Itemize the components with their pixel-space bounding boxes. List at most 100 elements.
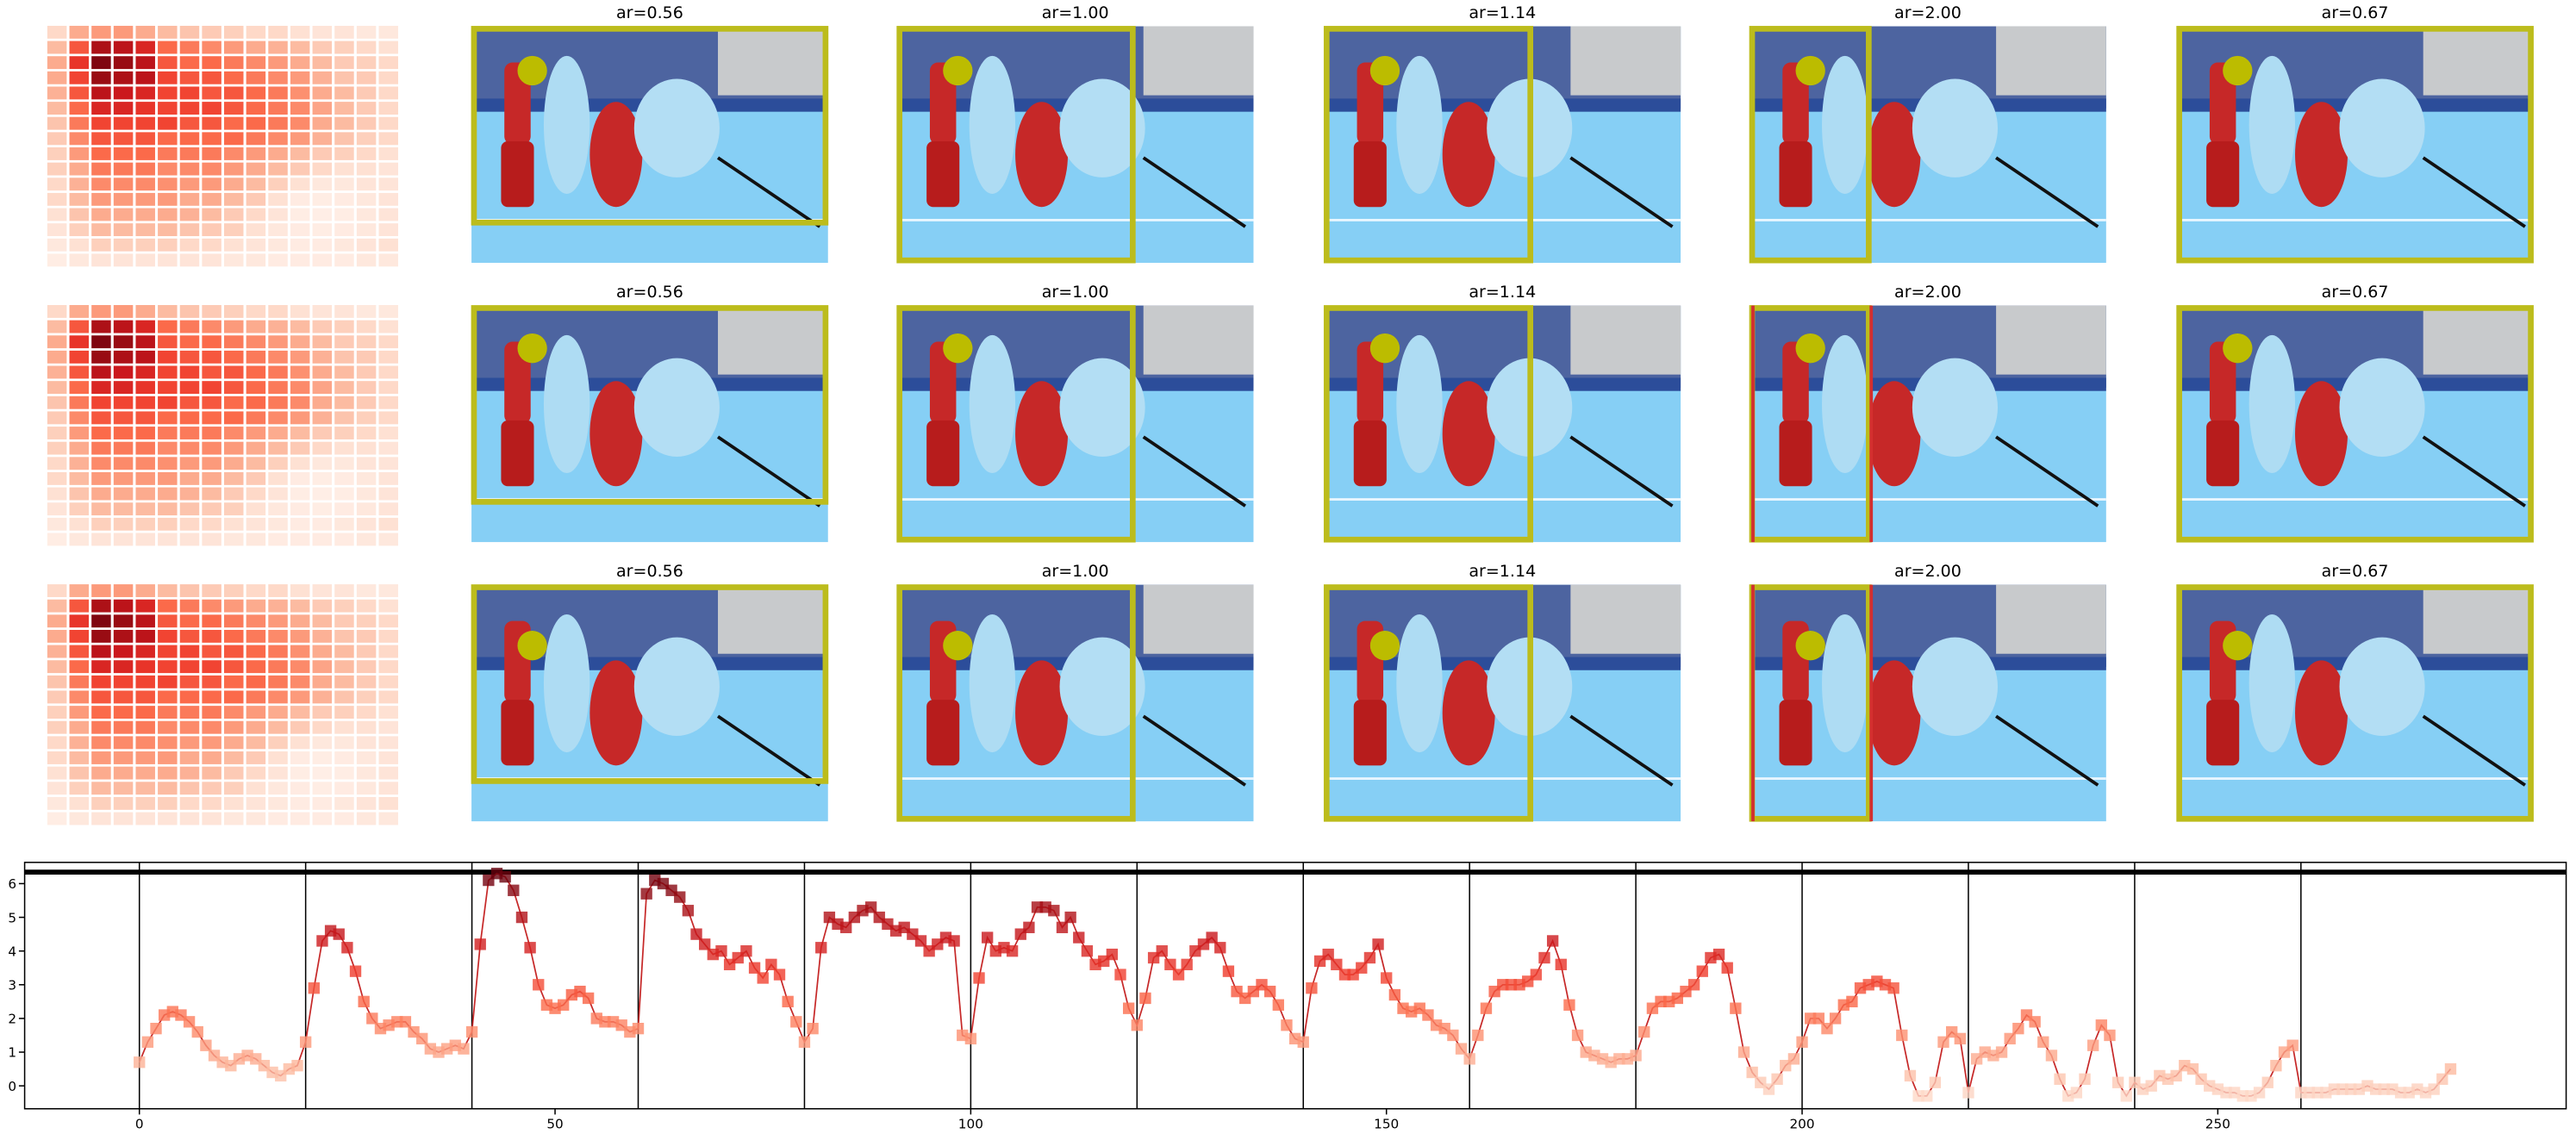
data-point [914, 935, 927, 947]
heatmap-cell [69, 411, 90, 425]
heatmap-cell [290, 350, 310, 364]
heatmap-cell [202, 441, 221, 455]
heatmap-cell [158, 208, 178, 221]
heatmap-cell [135, 645, 155, 658]
heatmap-cell [246, 675, 266, 688]
photo-player [2209, 62, 2236, 145]
heatmap-cell [246, 812, 266, 825]
heatmap-cell [312, 614, 333, 628]
data-point [1272, 999, 1284, 1011]
heatmap-cell [202, 766, 221, 780]
heatmap-cell [91, 253, 111, 267]
heatmap-cell [312, 396, 333, 409]
heatmap-cell [91, 320, 111, 333]
heatmap-cell [158, 253, 178, 267]
heatmap-cell [378, 86, 398, 100]
heatmap-cell [135, 533, 155, 546]
heatmap-cell [312, 71, 333, 84]
heatmap-cell [334, 675, 354, 688]
heatmap-cell [69, 40, 90, 54]
heatmap-cell [268, 192, 288, 206]
focus-point [517, 55, 547, 86]
heatmap-cell [246, 736, 266, 750]
heatmap-cell [69, 192, 90, 206]
heatmap-cell [334, 238, 354, 252]
heatmap-cell [91, 411, 111, 425]
heatmap-cell [246, 71, 266, 84]
data-point [524, 942, 536, 954]
heatmap-cell [356, 350, 377, 364]
heatmap-cell [246, 614, 266, 628]
data-point [1447, 1029, 1459, 1042]
heatmap-cell [224, 411, 244, 425]
heatmap-cell [135, 690, 155, 704]
heatmap-cell [356, 629, 377, 643]
heatmap-cell [378, 690, 398, 704]
crop-box [896, 305, 1136, 543]
heatmap-cell [312, 736, 333, 750]
heatmap-cell [69, 751, 90, 764]
heatmap-cell [91, 178, 111, 191]
data-point [1954, 1032, 1966, 1045]
data-point [2111, 1076, 2124, 1088]
photo-player [1353, 140, 1387, 208]
heatmap-cell [268, 766, 288, 780]
photo-structure [2423, 584, 2534, 654]
photo-player [1059, 637, 1145, 737]
photo-stick [716, 156, 821, 228]
heatmap-cell [356, 208, 377, 221]
heatmap-cell [47, 25, 67, 39]
heatmap-cell [268, 517, 288, 531]
heatmap-cell [179, 599, 200, 613]
photo-structure [1570, 305, 1681, 375]
heatmap-cell [268, 782, 288, 795]
heatmap-cell [378, 238, 398, 252]
heatmap-cell [69, 766, 90, 780]
heatmap-cell [378, 381, 398, 395]
heatmap-cell [179, 720, 200, 734]
heatmap-cell [334, 584, 354, 597]
data-point [2004, 1032, 2016, 1045]
heatmap-cell [158, 238, 178, 252]
heatmap-cell [356, 660, 377, 674]
heatmap-cell [158, 40, 178, 54]
heatmap-cell [268, 86, 288, 100]
data-point [864, 901, 877, 913]
data-point [2120, 1090, 2132, 1102]
heatmap-cell [202, 599, 221, 613]
heatmap-cell [135, 782, 155, 795]
heatmap-cell [179, 56, 200, 70]
data-point [1297, 1036, 1309, 1048]
heatmap-cell [179, 102, 200, 115]
heatmap-cell [158, 599, 178, 613]
heatmap-cell [91, 335, 111, 349]
heatmap-cell [268, 441, 288, 455]
photo-player [1912, 358, 1998, 457]
heatmap-cell [135, 56, 155, 70]
heatmap-cell [47, 706, 67, 720]
heatmap-cell [356, 396, 377, 409]
data-point [1356, 962, 1368, 974]
heatmap-cell [69, 396, 90, 409]
heatmap-cell [91, 487, 111, 501]
photo-player [1015, 381, 1069, 487]
heatmap-cell [246, 599, 266, 613]
heatmap-cell [135, 147, 155, 160]
data-point [474, 938, 486, 950]
heatmap-cell [202, 305, 221, 318]
heatmap-cell [268, 411, 288, 425]
data-point [2261, 1076, 2273, 1088]
heatmap-cell [158, 487, 178, 501]
heatmap-cell [158, 162, 178, 176]
data-point [740, 945, 752, 957]
heatmap-cell [158, 178, 178, 191]
heatmap-cell [268, 56, 288, 70]
heatmap-cell [47, 441, 67, 455]
photo-panel [1323, 26, 1681, 264]
photo-player [1822, 55, 1868, 194]
heatmap-cell [158, 396, 178, 409]
heatmap-cell [378, 720, 398, 734]
photo-stick [1569, 156, 1674, 228]
heatmap-cell [224, 253, 244, 267]
